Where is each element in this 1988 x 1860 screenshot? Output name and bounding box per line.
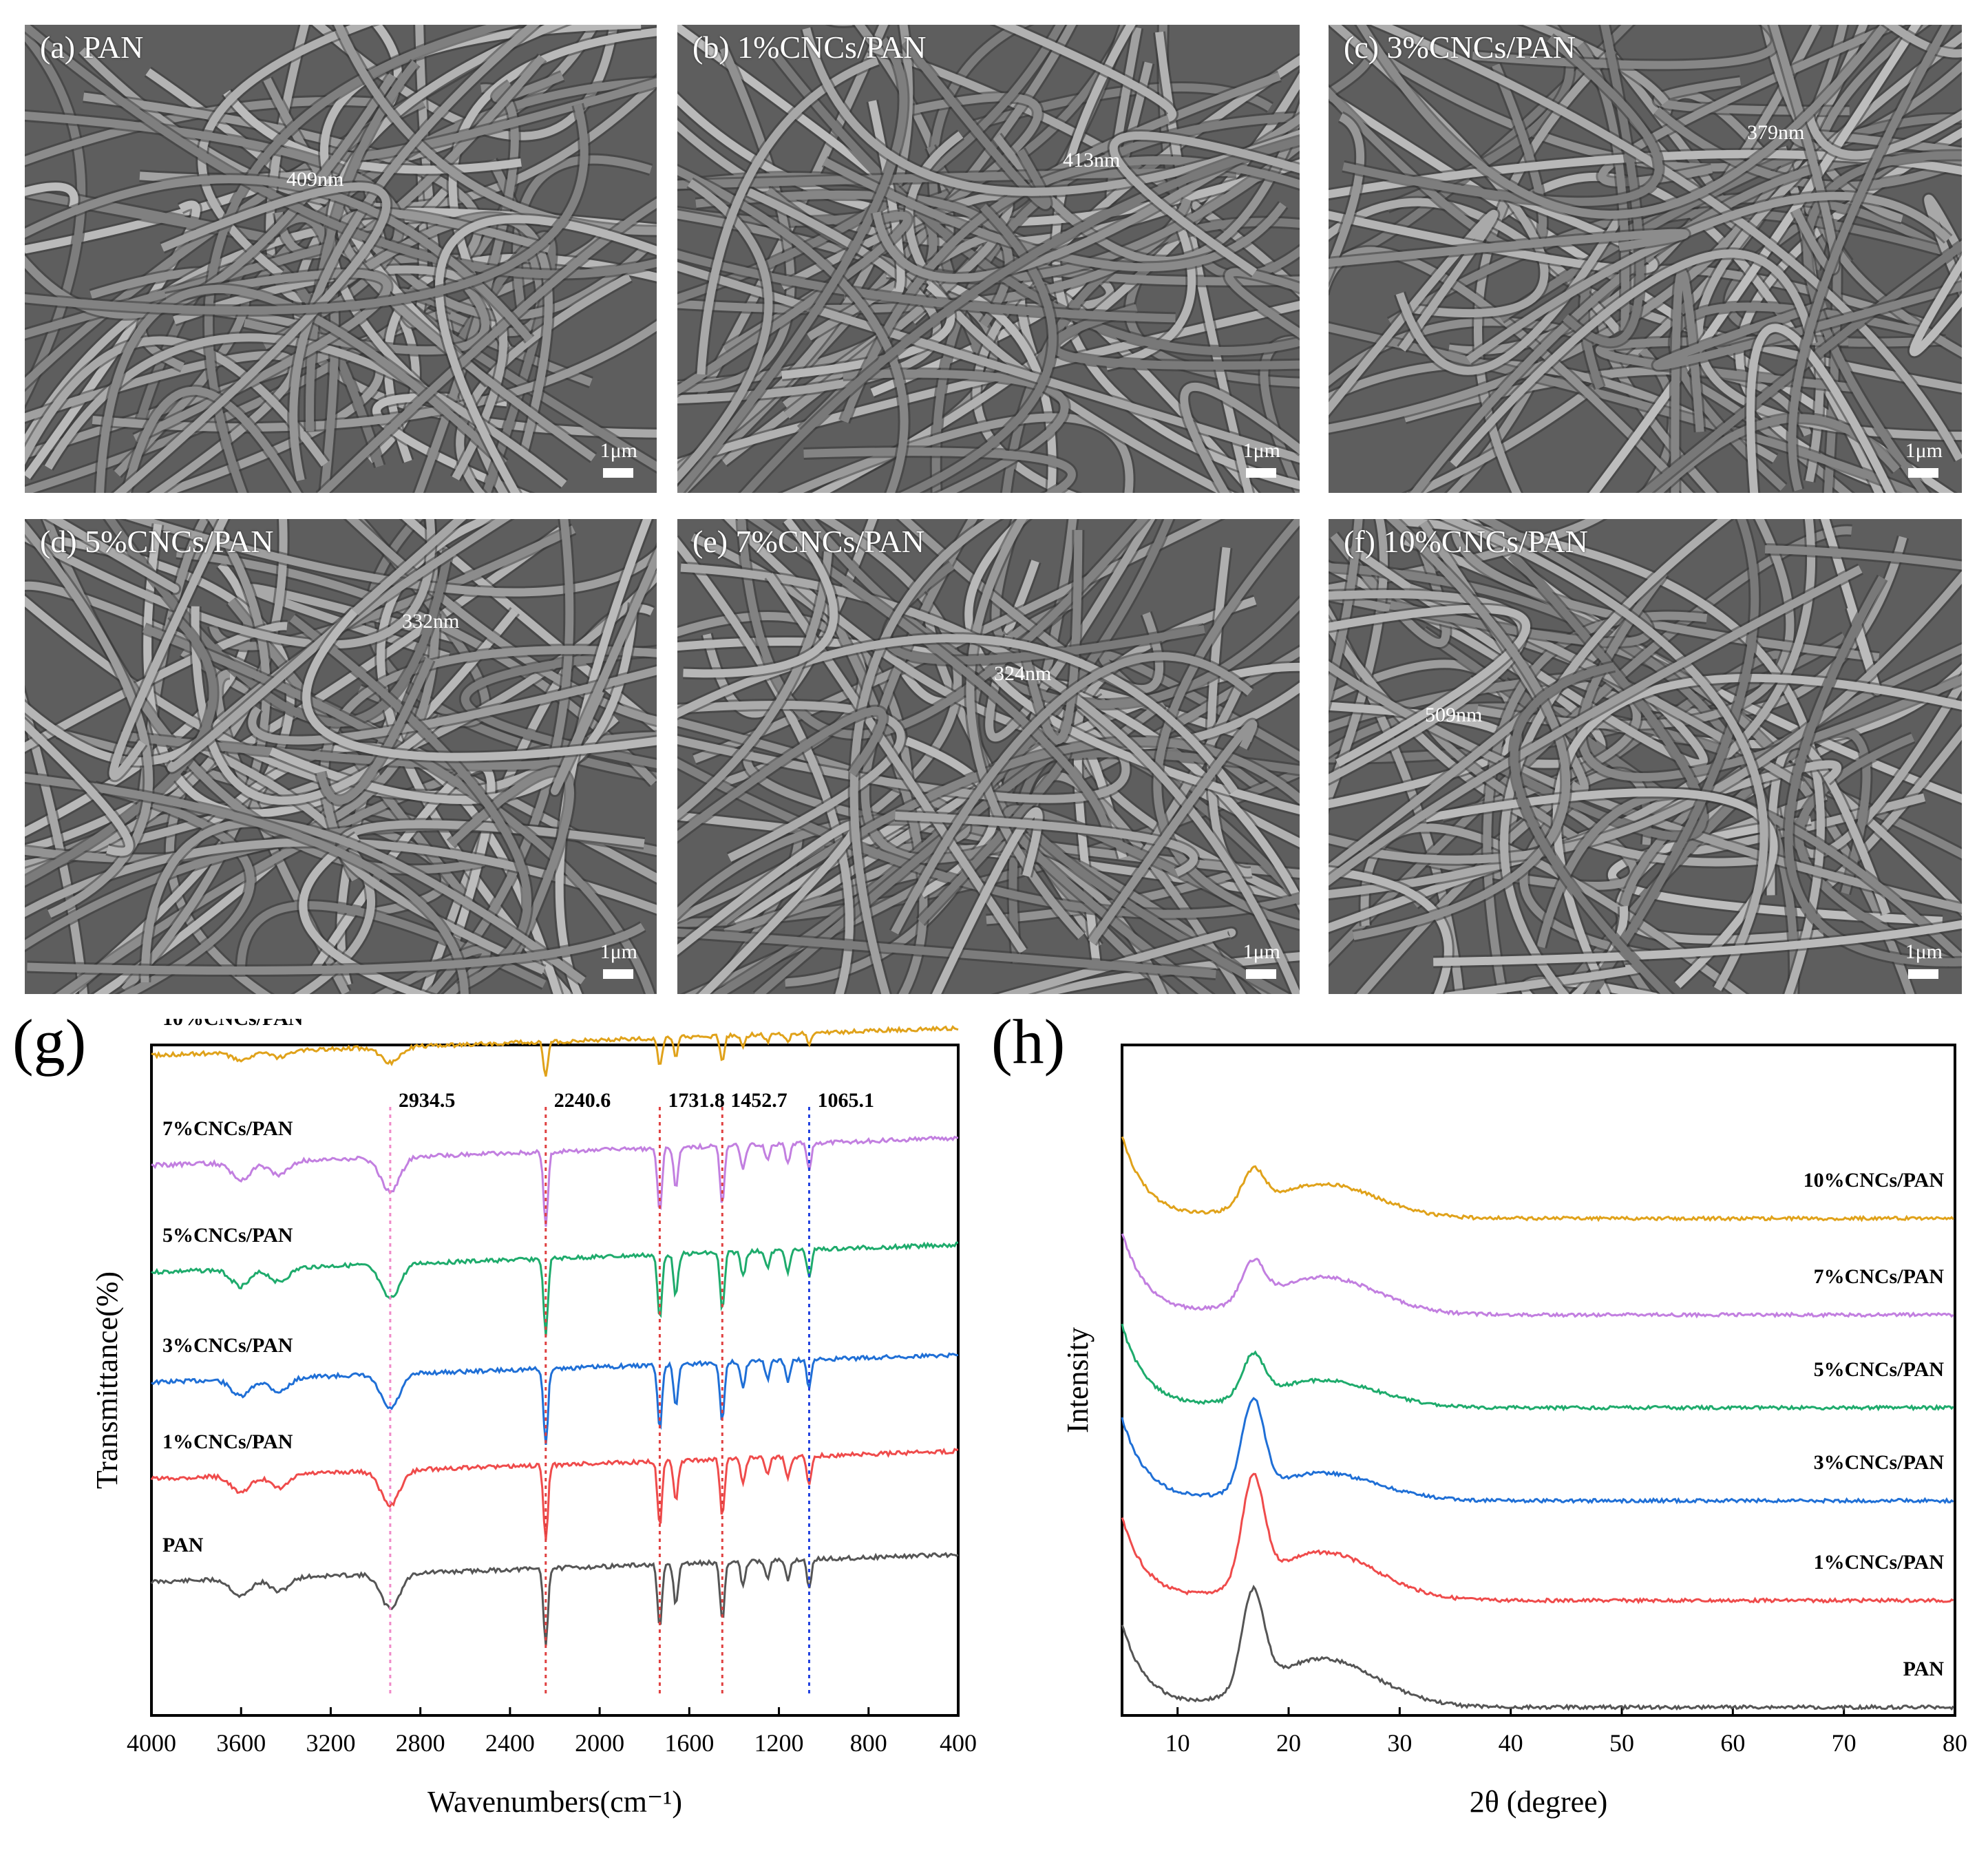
series-label: 7%CNCs/PAN [162,1117,293,1140]
sem-panel-label: (b) 1%CNCs/PAN [692,30,927,65]
series-label: PAN [162,1534,204,1556]
x-tick-label: 60 [1720,1729,1745,1757]
y-axis-title: Intensity [1061,1327,1095,1433]
plot-frame [1121,1044,1956,1717]
x-tick-label: 2000 [575,1729,624,1757]
x-tick-label: 40 [1499,1729,1523,1757]
peak-label: 2934.5 [399,1089,456,1112]
scale-bar [603,969,633,979]
peak-label: 1065.1 [817,1089,874,1112]
x-tick-label: 30 [1387,1729,1412,1757]
x-axis-title: 2θ (degree) [1470,1785,1608,1819]
scale-bar-label: 1μm [1242,439,1280,462]
sem-panel-f: (f) 10%CNCs/PAN 509nm 1μm [1329,519,1962,994]
x-tick-label: 800 [850,1729,887,1757]
sem-fibers-c [1329,25,1962,493]
sem-panel-label: (d) 5%CNCs/PAN [40,524,274,559]
x-tick-label: 50 [1609,1729,1634,1757]
x-tick-label: 1600 [664,1729,714,1757]
series-line [1121,1472,1954,1605]
x-tick-label: 1200 [754,1729,804,1757]
series-label: 3%CNCs/PAN [162,1334,293,1357]
series-line [151,1241,959,1337]
series-line [151,1135,959,1227]
peak-label: 1452.7 [730,1089,787,1112]
x-tick-label: 400 [940,1729,977,1757]
series-label: 1%CNCs/PAN [162,1430,293,1453]
sem-panel-e: (e) 7%CNCs/PAN 324nm 1μm [677,519,1300,994]
x-tick-label: 3200 [306,1729,355,1757]
scale-bar [1908,969,1938,979]
series-label: 5%CNCs/PAN [1814,1358,1945,1381]
x-tick-label: 2800 [396,1729,445,1757]
x-tick-label: 80 [1943,1729,1967,1757]
sem-panel-c: (c) 3%CNCs/PAN 379nm 1μm [1329,25,1962,493]
sem-panel-label: (c) 3%CNCs/PAN [1344,30,1576,65]
y-axis-title: Transmittance(%) [90,1271,124,1489]
sem-panel-d: (d) 5%CNCs/PAN 332nm 1μm [25,519,657,994]
fiber-diameter-label: 379nm [1747,121,1805,144]
peak-label: 2240.6 [554,1089,611,1112]
fiber-diameter-label: 409nm [286,168,344,191]
fiber-diameter-label: 332nm [402,610,460,633]
series-label: PAN [1903,1658,1945,1680]
sem-fibers-d [25,519,657,994]
fiber-diameter-label: 413nm [1063,149,1121,171]
scale-bar [1246,468,1276,478]
scale-bar-label: 1μm [1905,439,1943,462]
series-line [1121,1233,1954,1319]
scale-bar-label: 1μm [600,940,637,963]
x-tick-label: 4000 [127,1729,176,1757]
x-axis-title: Wavenumbers(cm⁻¹) [427,1785,682,1819]
series-label: 10%CNCs/PAN [162,1019,304,1030]
scale-bar-label: 1μm [600,439,637,462]
scale-bar [603,468,633,478]
fiber-diameter-label: 509nm [1425,704,1483,726]
xrd-chart: 10 20 30 40 50 60 70 80 2θ (degree) Intensity PAN 1… [1061,1044,1967,1819]
ftir-chart: 4000 3600 3200 2800 2400 2000 1600 1200 800 400 Wa… [90,1019,977,1819]
series-label: 5%CNCs/PAN [162,1224,293,1247]
series-line [1121,1584,1954,1711]
series-line [151,1025,959,1077]
series-line [1121,1397,1954,1505]
scale-bar [1246,969,1276,979]
series-line [150,1448,959,1541]
series-label: 1%CNCs/PAN [1814,1551,1945,1574]
x-tick-label: 70 [1832,1729,1857,1757]
series-label: 3%CNCs/PAN [1814,1451,1945,1474]
sem-panel-label: (a) PAN [40,30,144,65]
series-line [1121,1136,1954,1223]
series-label: 7%CNCs/PAN [1814,1265,1945,1288]
sem-panel-a: (a) PAN 409nm 1μm [25,25,657,493]
series-line [150,1552,959,1646]
sem-fibers-e [677,519,1300,994]
panel-label-g: (g) [12,1006,87,1077]
x-tick-label: 3600 [216,1729,266,1757]
sem-panel-label: (e) 7%CNCs/PAN [692,524,924,559]
scale-bar-label: 1μm [1905,940,1943,963]
fiber-diameter-label: 324nm [994,662,1052,685]
peak-label: 1731.8 [668,1089,724,1112]
panel-label-h: (h) [991,1006,1066,1077]
sem-panel-label: (f) 10%CNCs/PAN [1344,524,1588,559]
series-line [151,1352,959,1446]
x-tick-label: 10 [1165,1729,1190,1757]
series-line [1121,1323,1954,1412]
series-label: 10%CNCs/PAN [1804,1169,1945,1192]
sem-panel-b: (b) 1%CNCs/PAN 413nm 1μm [677,25,1300,493]
scale-bar [1908,468,1938,478]
plot-frame [150,1044,960,1717]
scale-bar-label: 1μm [1242,940,1280,963]
x-tick-label: 20 [1276,1729,1301,1757]
sem-fibers-a [25,25,657,493]
x-tick-label: 2400 [485,1729,535,1757]
sem-fibers-f [1329,519,1962,994]
sem-fibers-b [677,25,1300,493]
